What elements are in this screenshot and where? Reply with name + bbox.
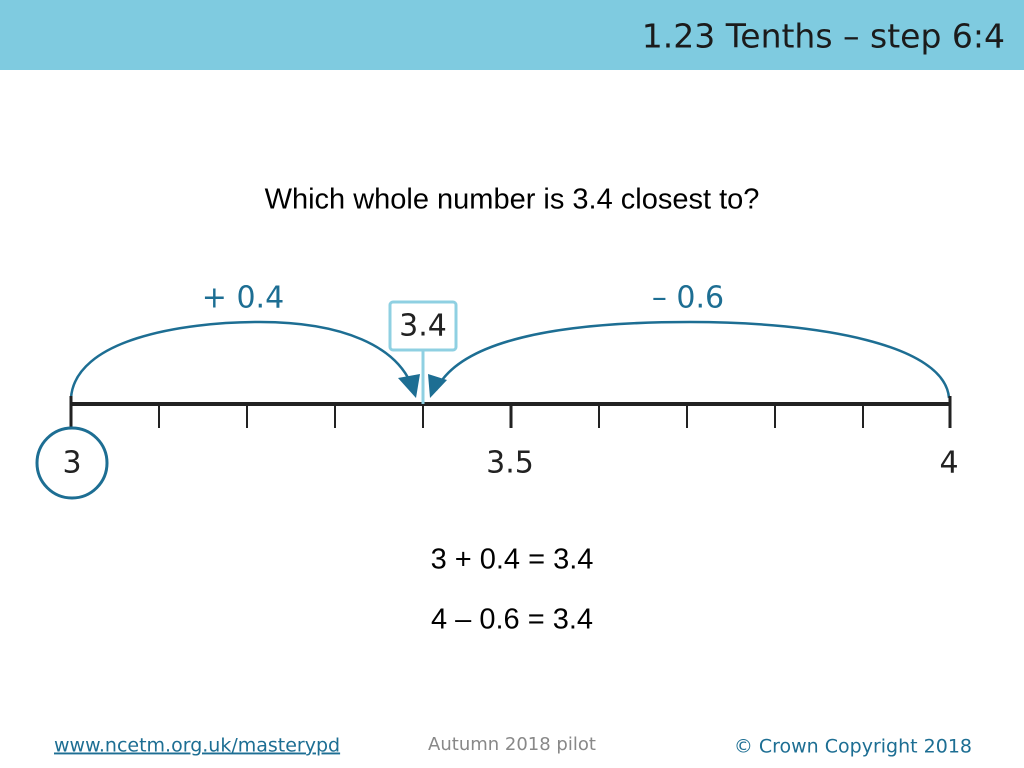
header-title: 1.23 Tenths – step 6:4: [642, 17, 1005, 56]
axis-label: 4: [939, 446, 958, 481]
equation: 4 – 0.6 = 3.4: [431, 604, 593, 636]
marker-box: [388, 300, 458, 352]
left-arc: [69, 320, 416, 399]
right-arrowhead: [428, 374, 447, 398]
footer-link[interactable]: www.ncetm.org.uk/masterypd: [54, 735, 340, 757]
jump-label: + 0.4: [202, 281, 284, 316]
equation: 3 + 0.4 = 3.4: [431, 544, 594, 576]
ticks: [69, 396, 952, 428]
marker-label: 3.4: [399, 309, 447, 344]
right-arc: [434, 320, 951, 399]
question: Which whole number is 3.4 closest to?: [265, 184, 760, 216]
footer-center: Autumn 2018 pilot: [428, 734, 596, 755]
axis-label: 3.5: [486, 446, 534, 481]
start-circle: [35, 426, 109, 500]
footer-right: © Crown Copyright 2018: [734, 736, 972, 758]
left-arrowhead: [398, 374, 420, 398]
header-band: [0, 0, 1024, 70]
axis-label: 3: [62, 446, 81, 481]
jump-label: – 0.6: [652, 281, 724, 316]
